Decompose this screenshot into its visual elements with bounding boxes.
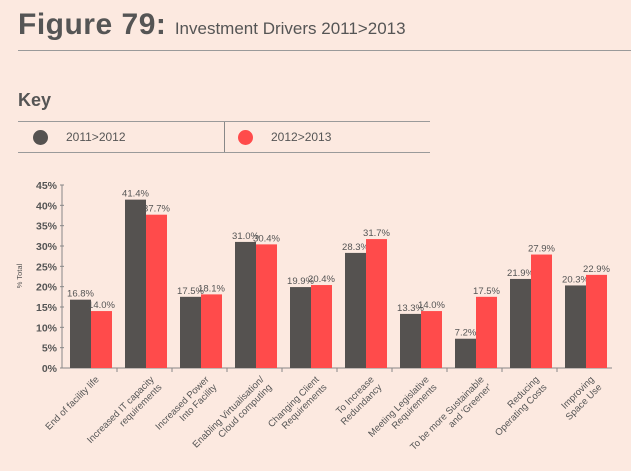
data-label: 7.2% bbox=[455, 328, 477, 339]
legend-label: 2012>2013 bbox=[271, 130, 332, 144]
y-tick-label: 0% bbox=[42, 363, 58, 375]
y-axis-label: % Total bbox=[15, 263, 24, 288]
figure-title-row: Figure 79: Investment Drivers 2011>2013 bbox=[18, 8, 406, 42]
bar bbox=[180, 296, 201, 368]
bar bbox=[586, 274, 607, 368]
data-label: 18.1% bbox=[198, 283, 225, 294]
data-label: 14.0% bbox=[418, 300, 445, 311]
data-label: 41.4% bbox=[122, 189, 149, 200]
data-label: 14.0% bbox=[88, 300, 115, 311]
bar bbox=[91, 311, 112, 368]
legend-label: 2011>2012 bbox=[66, 130, 126, 144]
bar bbox=[290, 287, 311, 368]
data-label: 13.3% bbox=[397, 303, 424, 314]
category-label: End of facility life bbox=[43, 374, 101, 432]
bar bbox=[235, 241, 256, 368]
y-tick-label: 45% bbox=[36, 180, 58, 192]
bar bbox=[400, 313, 421, 368]
bar bbox=[201, 294, 222, 368]
bar bbox=[146, 214, 167, 368]
data-label: 37.7% bbox=[143, 204, 170, 215]
data-label: 21.9% bbox=[507, 268, 534, 279]
data-label: 22.9% bbox=[583, 264, 610, 275]
bar bbox=[366, 239, 387, 368]
bar bbox=[531, 254, 552, 368]
y-tick-label: 10% bbox=[36, 322, 58, 334]
legend-swatch-dark bbox=[33, 129, 48, 145]
data-label: 27.9% bbox=[528, 244, 555, 255]
figure-title: Investment Drivers 2011>2013 bbox=[174, 19, 406, 38]
y-tick-label: 35% bbox=[36, 221, 58, 233]
bar bbox=[345, 252, 366, 368]
y-tick-label: 25% bbox=[36, 261, 58, 273]
key-top-rule bbox=[18, 121, 430, 122]
key-bottom-rule bbox=[18, 152, 430, 153]
data-label: 19.9% bbox=[287, 276, 314, 287]
bar bbox=[256, 244, 277, 368]
legend-separator bbox=[224, 122, 225, 152]
bar bbox=[510, 278, 531, 368]
data-label: 20.4% bbox=[308, 274, 335, 285]
legend-item-2012-2013: 2012>2013 bbox=[238, 122, 331, 152]
bar bbox=[455, 338, 476, 368]
y-tick-label: 5% bbox=[42, 343, 58, 355]
y-tick-label: 20% bbox=[36, 282, 58, 294]
category-label: To IncreaseRedundancy bbox=[331, 374, 384, 427]
y-tick-label: 40% bbox=[36, 200, 58, 212]
bar bbox=[70, 299, 91, 368]
figure-number: Figure 79: bbox=[18, 8, 167, 41]
category-label: ImprovingSpace Use bbox=[556, 374, 604, 422]
data-label: 31.0% bbox=[232, 231, 259, 242]
y-tick-label: 30% bbox=[36, 241, 58, 253]
bar bbox=[476, 296, 497, 368]
data-label: 17.5% bbox=[177, 286, 204, 297]
legend-swatch-red bbox=[238, 129, 253, 145]
data-label: 31.7% bbox=[363, 228, 390, 239]
category-label: ReducingOperating Costs bbox=[485, 374, 549, 438]
bar bbox=[565, 285, 586, 368]
category-label-line: End of facility life bbox=[43, 374, 101, 432]
data-label: 17.5% bbox=[473, 286, 500, 297]
data-label: 28.3% bbox=[342, 242, 369, 253]
bar bbox=[421, 311, 442, 368]
bar bbox=[125, 199, 146, 368]
key-heading: Key bbox=[18, 90, 52, 110]
data-label: 20.3% bbox=[562, 274, 589, 285]
category-label: Changing ClientRequirements bbox=[266, 374, 330, 438]
data-label: 16.8% bbox=[67, 289, 94, 300]
data-label: 30.4% bbox=[253, 233, 280, 244]
bar bbox=[311, 285, 332, 368]
legend-item-2011-2012: 2011>2012 bbox=[33, 122, 126, 152]
y-tick-label: 15% bbox=[36, 302, 58, 314]
title-divider bbox=[18, 50, 631, 51]
